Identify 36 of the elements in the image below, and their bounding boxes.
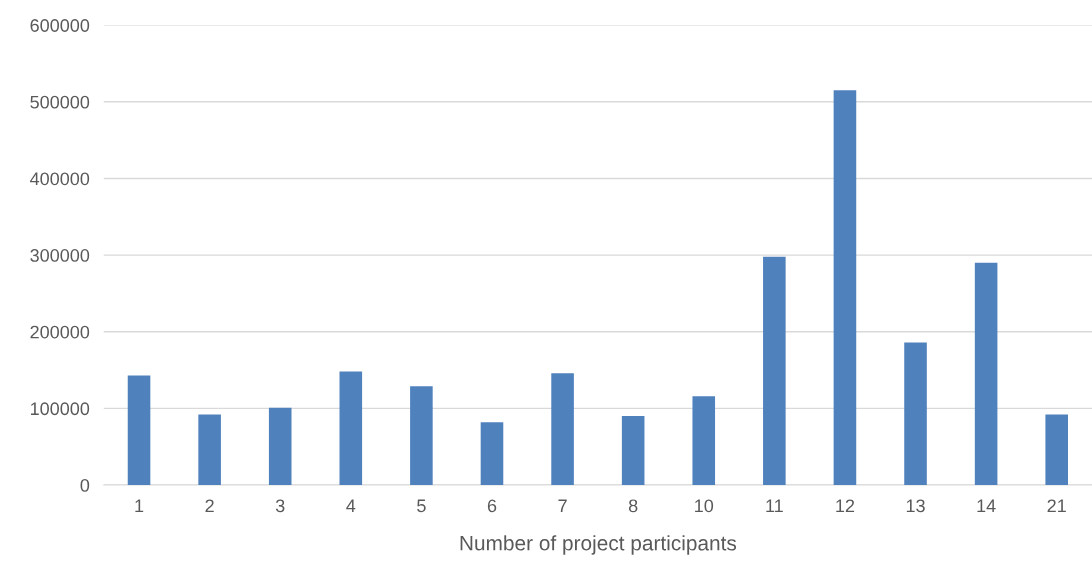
bar [198,414,221,486]
y-tick-label: 500000 [30,95,90,109]
bar [127,375,151,486]
x-tick-label: 12 [836,499,855,513]
x-axis-title: Number of project participants [460,535,737,555]
bar [339,371,363,486]
bar [268,407,292,486]
x-tick-label: 8 [628,499,638,513]
x-tick-label: 14 [977,499,996,513]
bar [410,386,433,486]
bar [480,422,504,486]
bar [763,256,786,486]
x-tick-label: 1 [135,499,144,513]
x-tick-label: 4 [346,499,356,513]
x-tick-label: 5 [417,499,426,513]
x-tick-label: 21 [1047,499,1066,513]
y-tick-label: 300000 [30,249,90,262]
bar [621,416,645,486]
y-tick-label: 100000 [30,402,90,416]
y-tick-label: 600000 [30,19,90,32]
bar [904,342,927,486]
x-tick-label: 6 [487,499,497,513]
y-tick-label: 400000 [30,172,90,186]
bar [833,90,857,486]
bar [551,373,574,486]
x-tick-label: 7 [558,499,567,513]
x-tick-label: 2 [205,499,214,513]
bar [692,396,716,486]
bar [974,262,998,486]
bar [1045,414,1068,486]
y-tick-label: 0 [80,478,90,492]
x-tick-label: 13 [906,499,925,513]
x-tick-label: 11 [766,499,783,513]
x-tick-label: 3 [275,499,285,513]
y-tick-label: 200000 [30,325,90,339]
x-tick-label: 10 [695,499,714,513]
